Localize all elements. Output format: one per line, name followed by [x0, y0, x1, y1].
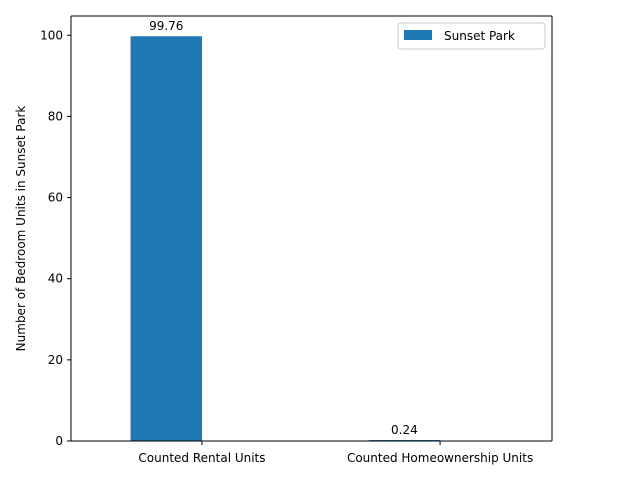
y-tick-label-3: 60	[48, 191, 63, 205]
y-tick-label-2: 40	[48, 272, 63, 286]
axes-layer	[70, 15, 553, 442]
y-tick-label-5: 100	[40, 28, 63, 42]
data-label-1: 0.24	[391, 423, 418, 437]
y-tick-label-0: 0	[55, 434, 63, 448]
legend-swatch	[404, 30, 432, 40]
legend: Sunset Park	[397, 22, 546, 50]
legend-box	[397, 22, 546, 50]
data-label-0: 99.76	[149, 19, 183, 33]
legend-label: Sunset Park	[444, 29, 515, 43]
y-tick-label-4: 80	[48, 109, 63, 123]
bar-0	[130, 36, 202, 442]
y-tick-label-1: 20	[48, 353, 63, 367]
x-tick-label-0: Counted Rental Units	[138, 451, 265, 465]
data-labels-layer: 99.76 0.24	[149, 19, 418, 437]
ticks-layer: 0 20 40 60 80 100 Counted Rental Units Counted …	[40, 28, 533, 465]
y-axis-label: Number of Bedroom Units in Sunset Park	[14, 106, 28, 352]
x-tick-label-1: Counted Homeownership Units	[347, 451, 533, 465]
bars-layer	[130, 36, 441, 442]
